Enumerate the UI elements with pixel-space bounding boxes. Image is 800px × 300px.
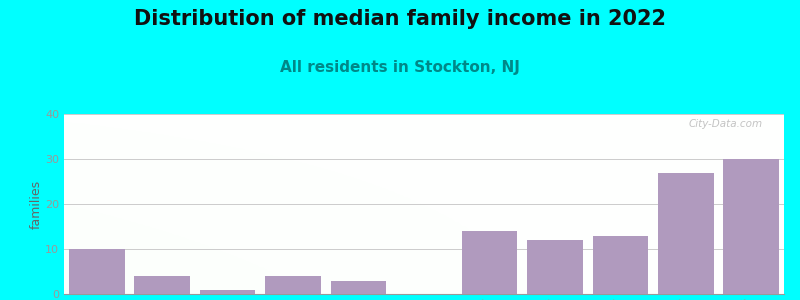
Bar bbox=[200, 290, 255, 294]
Text: All residents in Stockton, NJ: All residents in Stockton, NJ bbox=[280, 60, 520, 75]
Text: Distribution of median family income in 2022: Distribution of median family income in … bbox=[134, 9, 666, 29]
Bar bbox=[593, 236, 648, 294]
Bar bbox=[266, 276, 321, 294]
Bar bbox=[134, 276, 190, 294]
Bar bbox=[527, 240, 582, 294]
Text: City-Data.com: City-Data.com bbox=[688, 119, 762, 129]
Bar bbox=[462, 231, 518, 294]
Bar bbox=[723, 159, 779, 294]
Bar bbox=[658, 172, 714, 294]
Bar bbox=[330, 280, 386, 294]
Y-axis label: families: families bbox=[30, 179, 42, 229]
Bar bbox=[69, 249, 125, 294]
